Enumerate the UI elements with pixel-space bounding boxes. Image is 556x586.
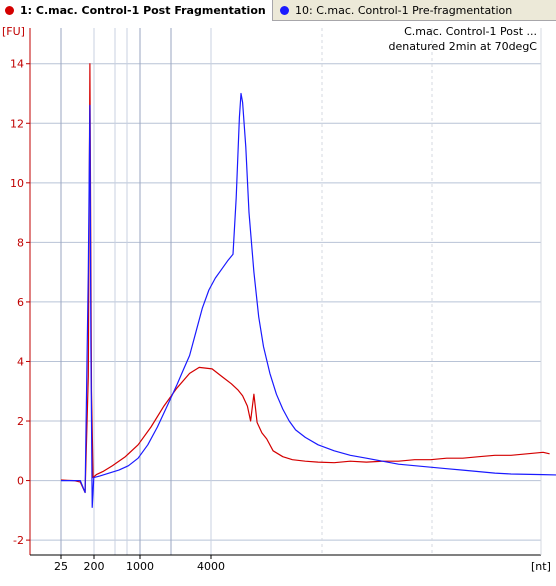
x-axis-label: [nt] [531,560,551,573]
y-tick-label: 8 [17,236,24,249]
y-tick-label: 0 [17,475,24,488]
y-axis-label: [FU] [2,25,25,38]
series-lines [60,63,556,508]
tick-labels: -2 0 2 4 6 8 10 12 14 25 200 1000 4000 [10,58,225,573]
red-dot-icon [5,6,14,15]
tab-label-post: 1: C.mac. Control-1 Post Fragmentation [20,4,266,17]
y-tick-label: 4 [17,355,24,368]
tab-bar: 1: C.mac. Control-1 Post Fragmentation 1… [0,0,556,21]
y-tick-label: 2 [17,415,24,428]
x-tick-label: 1000 [126,560,154,573]
y-tick-label: 12 [10,117,24,130]
x-tick-label: 4000 [197,560,225,573]
annotation-line-2: denatured 2min at 70degC [389,40,538,53]
y-tick-label: -2 [13,534,24,547]
y-tick-label: 6 [17,296,24,309]
x-tick-label: 200 [84,560,105,573]
y-tick-label: 10 [10,177,24,190]
grid [30,28,542,555]
annotation-line-1: C.mac. Control-1 Post ... [404,25,537,38]
blue-dot-icon [280,6,289,15]
series-post-fragmentation [60,63,550,494]
tab-pre-fragmentation[interactable]: 10: C.mac. Control-1 Pre-fragmentation [274,0,556,21]
series-pre-fragmentation [61,92,556,508]
axes [26,28,542,559]
x-tick-label: 25 [54,560,68,573]
y-tick-label: 14 [10,58,24,71]
tab-label-pre: 10: C.mac. Control-1 Pre-fragmentation [295,4,513,17]
tab-post-fragmentation[interactable]: 1: C.mac. Control-1 Post Fragmentation [0,0,273,21]
